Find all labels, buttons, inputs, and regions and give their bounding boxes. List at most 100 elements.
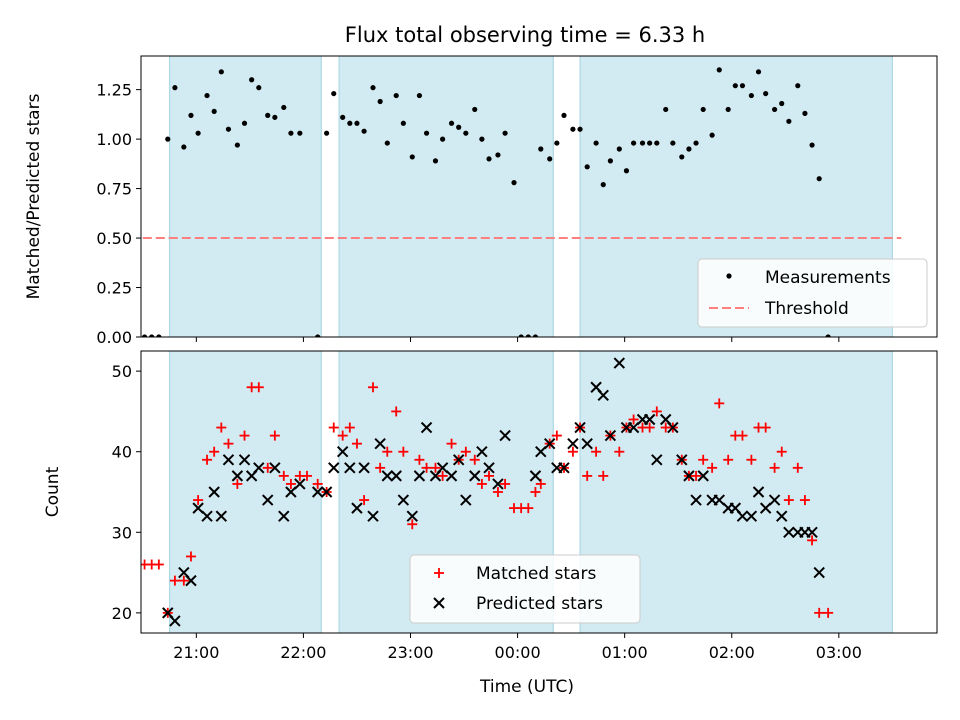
predicted-star-point <box>445 470 458 482</box>
matched-star-point <box>807 535 818 546</box>
predicted-star-point <box>736 510 749 522</box>
measurement-point <box>331 90 337 97</box>
matched-star-point <box>398 446 409 457</box>
measurement-point <box>265 112 271 118</box>
measurement-point <box>256 85 262 91</box>
measurement-point <box>393 92 399 99</box>
measurement-point <box>347 120 353 126</box>
predicted-star-point <box>667 421 679 434</box>
y-tick-label: 0.25 <box>96 279 132 298</box>
measurement-point <box>165 136 171 142</box>
predicted-star-point <box>752 486 765 498</box>
predicted-star-point <box>336 446 349 458</box>
measurement-point <box>670 140 676 146</box>
predicted-star-point <box>413 470 426 482</box>
measurement-point <box>370 85 376 91</box>
measurement-point <box>156 334 162 337</box>
matched-star-point <box>185 551 196 562</box>
measurement-point <box>225 126 232 132</box>
legend-label: Predicted stars <box>476 594 603 614</box>
legend: Measurements Threshold <box>697 258 928 328</box>
measurement-point <box>570 126 576 132</box>
measurement-point <box>600 182 606 188</box>
predicted-star-point <box>627 421 640 434</box>
predicted-star-point <box>690 494 702 506</box>
measurement-point <box>218 69 224 75</box>
measurement-point <box>234 142 240 148</box>
predicted-star-point <box>483 462 495 474</box>
axes-frame <box>140 350 938 634</box>
matched-star-point <box>269 430 280 441</box>
matched-star-point <box>437 470 448 481</box>
measurement-point <box>354 120 360 126</box>
matched-star-point <box>312 478 323 489</box>
measurement-point <box>825 334 831 337</box>
measurement-point <box>204 92 210 99</box>
measurement-point <box>623 168 630 174</box>
matched-star-point <box>469 454 480 465</box>
matched-star-point <box>628 414 639 425</box>
matched-star-point <box>760 422 771 433</box>
predicted-star-point <box>460 494 472 506</box>
predicted-star-point <box>185 574 197 587</box>
measurement-point <box>693 140 699 146</box>
predicted-star-point <box>328 462 340 474</box>
matched-star-point <box>344 422 355 433</box>
y-tick-label: 50 <box>112 362 132 381</box>
measurement-point <box>241 120 248 126</box>
predicted-star-point <box>574 421 586 434</box>
matched-star-point <box>814 607 825 618</box>
matched-star-point <box>223 438 234 449</box>
count-panel: 20 30 40 50 21:00 22:00 23:00 00:00 01:00 02:00 03… <box>43 350 938 697</box>
matched-star-point <box>799 495 810 506</box>
measurement-point <box>340 114 346 120</box>
matched-star-point <box>698 454 709 465</box>
matched-star-point <box>178 575 189 586</box>
matched-star-point <box>239 430 250 441</box>
measurement-point <box>654 140 660 146</box>
measurement-point <box>763 90 769 97</box>
predicted-star-point <box>713 494 725 506</box>
matched-star-point <box>153 559 164 570</box>
matched-star-point <box>430 462 441 473</box>
predicted-star-point <box>745 510 758 522</box>
legend-label: Matched stars <box>476 564 596 584</box>
predicted-star-point <box>253 462 265 474</box>
matched-star-point <box>209 446 220 457</box>
measurement-point <box>518 334 524 337</box>
measurement-point <box>616 146 622 152</box>
measurement-point <box>195 130 201 136</box>
predicted-star-point <box>169 615 181 627</box>
y-tick-label: 1.00 <box>96 130 132 149</box>
predicted-star-point <box>269 462 281 474</box>
measurement-point <box>561 112 567 118</box>
predicted-star-point <box>367 510 379 522</box>
predicted-star-point <box>320 486 333 498</box>
matched-star-point <box>598 470 609 481</box>
measurement-point <box>755 69 762 75</box>
measurement-point <box>456 124 462 130</box>
measurement-point <box>577 126 583 132</box>
matched-star-point <box>737 430 748 441</box>
predicted-star-point <box>397 494 410 506</box>
measurement-point <box>188 112 194 118</box>
matched-star-point <box>714 398 725 409</box>
y-tick-label: 20 <box>112 604 132 623</box>
measurement-point <box>172 85 178 91</box>
predicted-star-point <box>806 526 818 538</box>
measurement-point <box>679 154 685 160</box>
legend-label: Threshold <box>764 299 849 319</box>
matched-star-point <box>582 470 593 481</box>
predicted-star-point <box>262 494 274 506</box>
measurement-point <box>486 156 492 162</box>
matched-star-point <box>644 422 655 433</box>
predicted-star-point <box>783 526 795 538</box>
measurement-point <box>384 140 390 146</box>
measurement-point <box>647 140 653 146</box>
predicted-star-point <box>499 429 511 442</box>
matched-star-point <box>591 446 602 457</box>
measurement-point <box>663 106 669 113</box>
measurement-point <box>593 140 599 146</box>
observing-window-band <box>169 56 322 337</box>
predicted-star-point <box>238 454 251 466</box>
